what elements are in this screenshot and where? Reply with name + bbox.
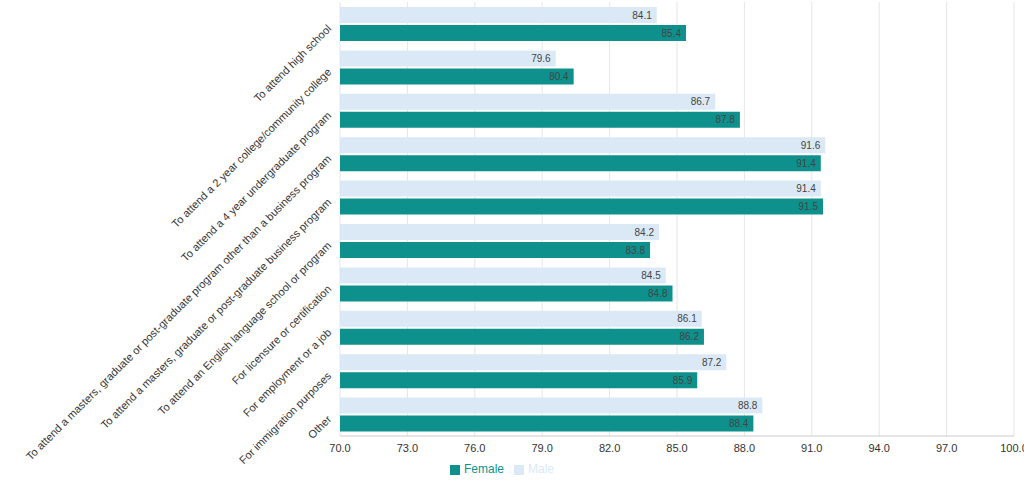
svg-text:To attend high school: To attend high school	[251, 22, 333, 104]
svg-text:87.8: 87.8	[715, 114, 735, 125]
svg-text:85.9: 85.9	[673, 375, 693, 386]
svg-text:88.0: 88.0	[734, 442, 755, 454]
svg-text:84.8: 84.8	[648, 288, 668, 299]
svg-text:91.6: 91.6	[801, 140, 821, 151]
svg-text:88.4: 88.4	[729, 418, 749, 429]
svg-text:For immigration purposes: For immigration purposes	[237, 369, 334, 466]
svg-text:For employment or a job: For employment or a job	[241, 326, 334, 419]
svg-text:76.0: 76.0	[464, 442, 485, 454]
svg-text:To attend a 4 year undergradua: To attend a 4 year undergraduate program	[179, 109, 334, 264]
svg-text:91.5: 91.5	[799, 201, 819, 212]
svg-text:82.0: 82.0	[599, 442, 620, 454]
svg-text:97.0: 97.0	[936, 442, 957, 454]
html-text:Female: Female	[464, 462, 504, 476]
svg-text:88.8: 88.8	[738, 400, 758, 411]
svg-text:85.4: 85.4	[662, 28, 682, 39]
svg-text:To attend a masters, graduate: To attend a masters, graduate or post-gr…	[23, 152, 334, 463]
svg-text:100.0: 100.0	[1000, 442, 1024, 454]
svg-text:91.4: 91.4	[796, 158, 816, 169]
svg-text:84.5: 84.5	[641, 270, 661, 281]
svg-text:87.2: 87.2	[702, 357, 722, 368]
html-text:Male: Male	[528, 462, 554, 476]
svg-text:To attend a masters, graduate: To attend a masters, graduate or post-gr…	[98, 195, 334, 431]
svg-text:94.0: 94.0	[868, 442, 889, 454]
svg-text:86.2: 86.2	[679, 331, 699, 342]
svg-text:73.0: 73.0	[397, 442, 418, 454]
svg-text:91.0: 91.0	[801, 442, 822, 454]
svg-text:80.4: 80.4	[549, 71, 569, 82]
svg-text:84.2: 84.2	[635, 227, 655, 238]
svg-text:86.7: 86.7	[691, 96, 711, 107]
svg-text:91.4: 91.4	[796, 183, 816, 194]
svg-text:79.0: 79.0	[531, 442, 552, 454]
svg-text:86.1: 86.1	[677, 313, 697, 324]
svg-text:For licensure or certification: For licensure or certification	[229, 282, 334, 387]
svg-text:70.0: 70.0	[329, 442, 350, 454]
svg-text:79.6: 79.6	[531, 53, 551, 64]
svg-text:83.8: 83.8	[626, 245, 646, 256]
svg-text:85.0: 85.0	[666, 442, 687, 454]
svg-text:84.1: 84.1	[632, 10, 652, 21]
svg-text:To attend a 2 year college/com: To attend a 2 year college/community col…	[169, 66, 333, 230]
svg-text:To attend an English language: To attend an English language school or …	[155, 239, 334, 418]
svg-text:Other: Other	[305, 413, 333, 441]
